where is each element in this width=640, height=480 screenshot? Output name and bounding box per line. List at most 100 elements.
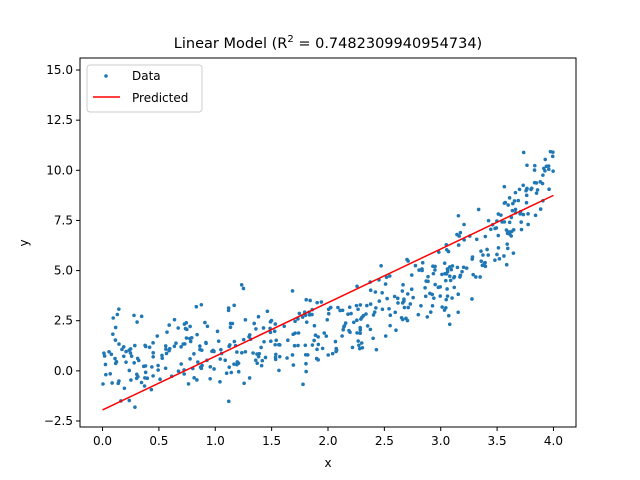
data-point xyxy=(445,287,449,291)
data-point xyxy=(481,253,485,257)
y-tick-label: 0.0 xyxy=(54,364,73,378)
data-point xyxy=(216,339,221,343)
data-point xyxy=(342,324,347,328)
data-point xyxy=(277,342,281,347)
y-axis: −2.5 0.0 2.5 5.0 7.5 10.0 12.5 15.0 xyxy=(44,63,80,428)
data-point xyxy=(380,290,384,295)
data-point xyxy=(219,347,223,352)
data-point xyxy=(394,328,398,333)
data-point xyxy=(256,314,261,319)
data-point xyxy=(172,317,177,322)
data-point xyxy=(312,323,317,328)
data-point xyxy=(107,349,111,354)
data-point xyxy=(513,190,518,195)
data-point xyxy=(355,331,359,335)
data-point xyxy=(315,347,319,352)
data-point xyxy=(167,323,172,327)
data-point xyxy=(521,212,526,217)
data-point xyxy=(228,321,233,326)
data-point xyxy=(456,310,460,315)
data-point xyxy=(400,301,405,305)
data-point xyxy=(235,350,239,354)
data-point xyxy=(349,311,353,316)
data-point xyxy=(186,382,191,386)
data-point xyxy=(116,381,121,386)
data-point xyxy=(259,363,264,368)
data-point xyxy=(326,307,331,312)
data-point xyxy=(540,181,545,186)
data-point xyxy=(462,222,466,227)
data-point xyxy=(338,308,342,313)
data-point xyxy=(505,231,510,236)
data-point xyxy=(507,220,512,225)
data-point xyxy=(151,374,155,378)
data-point xyxy=(450,296,454,300)
data-point xyxy=(538,207,543,211)
data-point xyxy=(497,257,502,261)
data-point xyxy=(192,376,196,380)
data-point xyxy=(304,369,308,374)
data-point xyxy=(273,355,278,360)
data-point xyxy=(517,187,522,192)
data-point xyxy=(195,378,199,382)
data-point xyxy=(343,321,348,325)
data-point xyxy=(115,312,120,317)
data-point xyxy=(368,288,373,293)
data-point xyxy=(227,365,232,369)
data-point xyxy=(164,347,168,351)
data-point xyxy=(113,338,118,342)
data-point xyxy=(218,357,223,361)
data-point xyxy=(304,361,308,366)
data-point xyxy=(185,327,189,332)
data-point xyxy=(247,376,252,380)
y-tick-label: 5.0 xyxy=(54,264,73,278)
data-point xyxy=(452,285,457,290)
x-tick-label: 0.0 xyxy=(93,434,112,448)
data-point xyxy=(205,324,210,329)
data-point xyxy=(535,188,540,192)
y-tick-label: 7.5 xyxy=(54,213,73,227)
data-point xyxy=(251,351,255,355)
data-point xyxy=(210,349,214,354)
data-point xyxy=(423,294,428,299)
data-point xyxy=(326,353,330,357)
data-point xyxy=(316,335,320,339)
data-point xyxy=(511,201,515,206)
data-point xyxy=(334,346,339,351)
data-point xyxy=(325,318,330,322)
data-point xyxy=(452,275,456,280)
data-point xyxy=(111,316,116,320)
data-point xyxy=(113,356,117,361)
data-point xyxy=(215,329,220,334)
data-point xyxy=(110,381,114,385)
y-tick-label: 2.5 xyxy=(54,314,73,328)
data-point xyxy=(444,297,449,302)
data-point xyxy=(208,365,213,369)
data-point xyxy=(456,243,461,247)
data-point xyxy=(117,307,121,311)
data-point xyxy=(145,376,150,381)
data-point xyxy=(374,306,378,310)
data-point xyxy=(368,302,373,306)
data-point xyxy=(504,228,509,232)
data-point xyxy=(551,150,555,154)
data-point xyxy=(151,351,156,355)
data-point xyxy=(182,372,186,376)
data-point xyxy=(181,342,186,346)
data-point xyxy=(163,366,168,371)
data-point xyxy=(486,218,491,223)
data-point xyxy=(143,343,147,348)
data-point xyxy=(142,384,147,388)
data-point xyxy=(534,181,539,185)
data-point xyxy=(387,306,391,311)
data-point xyxy=(102,354,107,358)
data-point xyxy=(379,264,383,268)
x-tick-label: 1.5 xyxy=(262,434,281,448)
y-tick-label: 12.5 xyxy=(46,113,73,127)
data-point xyxy=(489,227,493,232)
data-point xyxy=(242,381,246,386)
data-point xyxy=(117,342,121,346)
data-point xyxy=(253,358,258,362)
data-point xyxy=(269,339,273,343)
data-point xyxy=(428,310,433,314)
